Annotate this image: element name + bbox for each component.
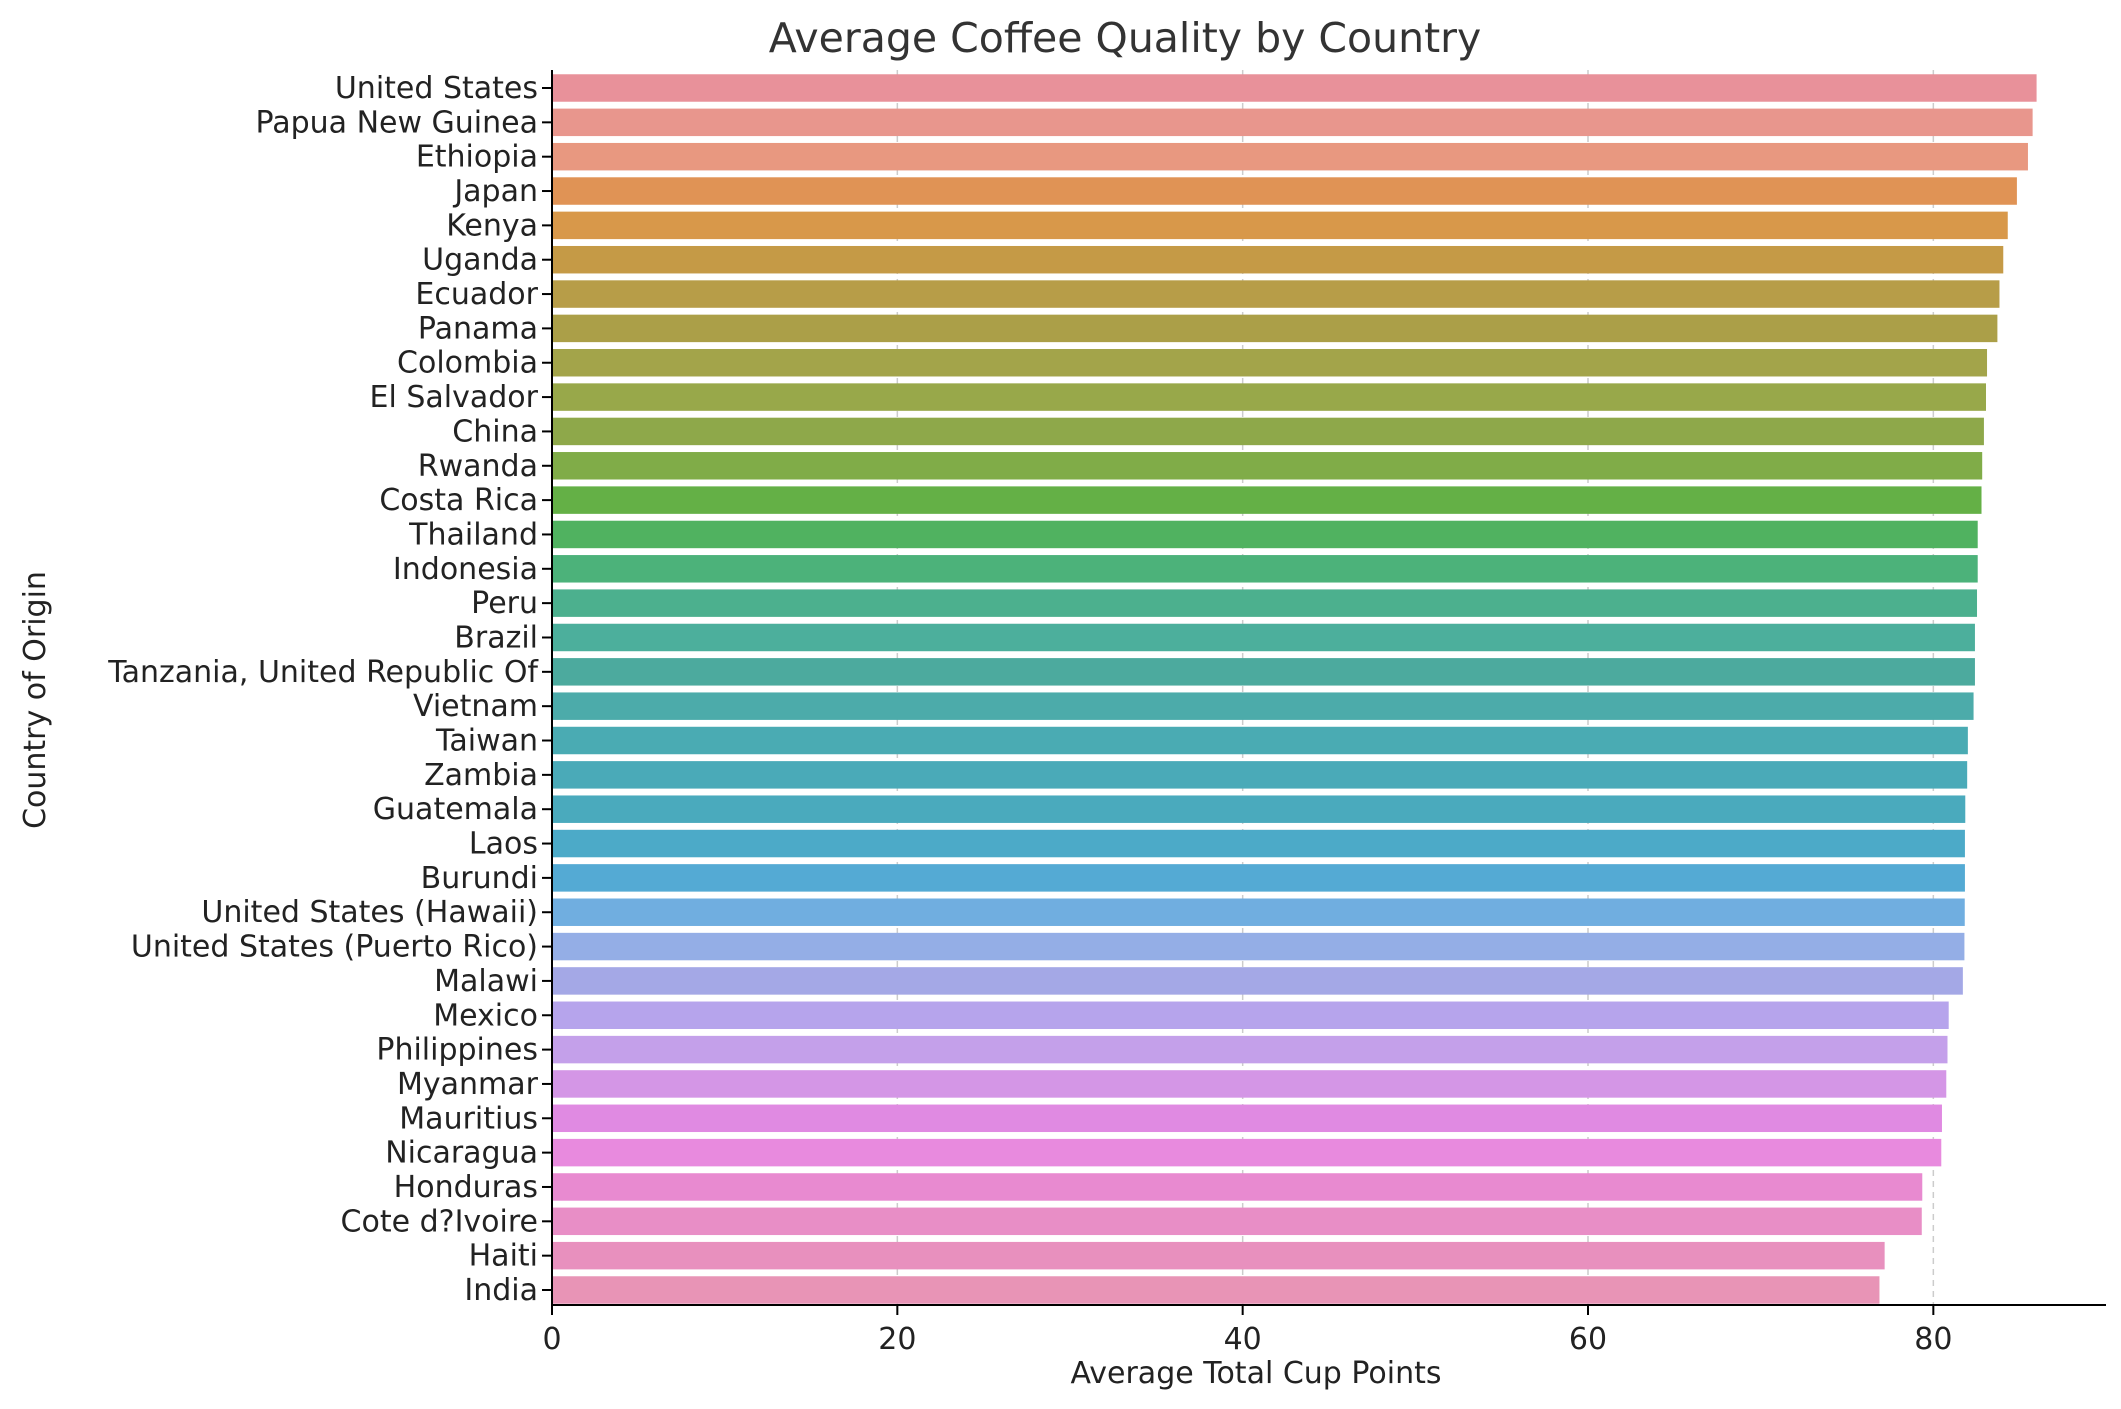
category-label-uganda: Uganda: [422, 243, 538, 278]
category-label-united-states-hawaii: United States (Hawaii): [201, 895, 538, 930]
bar-mexico: [552, 1001, 1949, 1029]
category-label-philippines: Philippines: [376, 1033, 538, 1068]
category-label-malawi: Malawi: [434, 964, 538, 999]
bar-kenya: [552, 211, 2008, 240]
category-label-china: China: [452, 414, 538, 449]
bar-honduras: [552, 1173, 1923, 1201]
bar-zambia: [552, 761, 1968, 789]
bar-ethiopia: [552, 142, 2028, 171]
x-axis-label: Average Total Cup Points: [1071, 1356, 1442, 1391]
x-tick-label-40: 40: [1224, 1322, 1262, 1357]
bar-colombia: [552, 349, 1988, 377]
category-label-brazil: Brazil: [454, 620, 538, 655]
y-axis-label: Country of Origin: [18, 571, 53, 829]
bar-indonesia: [552, 555, 1978, 583]
category-label-el-salvador: El Salvador: [370, 380, 539, 415]
category-label-haiti: Haiti: [469, 1239, 538, 1274]
category-label-cote-d-ivoire: Cote d?Ivoire: [341, 1204, 538, 1239]
category-label-thailand: Thailand: [408, 517, 538, 552]
bar-ecuador: [552, 280, 2000, 308]
bars-group: [552, 74, 2037, 1304]
x-axis-ticks: 0 20 40 60 80: [542, 1305, 1952, 1357]
category-label-indonesia: Indonesia: [393, 552, 538, 587]
x-tick-label-80: 80: [1914, 1322, 1952, 1357]
bar-haiti: [552, 1241, 1885, 1270]
category-label-tanzania-united-republic-of: Tanzania, United Republic Of: [107, 655, 539, 690]
category-label-united-states: United States: [335, 71, 538, 106]
bar-myanmar: [552, 1070, 1947, 1098]
x-tick-label-60: 60: [1569, 1322, 1607, 1357]
bar-guatemala: [552, 795, 1966, 823]
category-label-taiwan: Taiwan: [435, 724, 538, 759]
category-label-guatemala: Guatemala: [373, 792, 538, 827]
category-label-burundi: Burundi: [421, 861, 538, 896]
bar-japan: [552, 177, 2017, 205]
category-label-japan: Japan: [452, 174, 538, 209]
category-label-rwanda: Rwanda: [418, 449, 538, 484]
category-label-united-states-puerto-rico: United States (Puerto Rico): [131, 930, 538, 965]
bar-china: [552, 417, 1984, 446]
bar-malawi: [552, 967, 1963, 995]
category-label-panama: Panama: [418, 311, 538, 346]
bar-thailand: [552, 520, 1978, 549]
category-label-nicaragua: Nicaragua: [385, 1136, 538, 1171]
category-label-mexico: Mexico: [433, 998, 538, 1033]
bar-united-states-puerto-rico: [552, 932, 1965, 961]
category-label-ethiopia: Ethiopia: [416, 140, 538, 175]
category-label-honduras: Honduras: [394, 1170, 538, 1205]
bar-united-states-hawaii: [552, 898, 1965, 926]
bar-costa-rica: [552, 486, 1982, 514]
bar-philippines: [552, 1035, 1948, 1064]
bar-rwanda: [552, 452, 1983, 480]
category-label-vietnam: Vietnam: [413, 689, 538, 724]
category-label-kenya: Kenya: [446, 208, 538, 243]
bar-papua-new-guinea: [552, 108, 2033, 137]
bar-tanzania-united-republic-of: [552, 658, 1975, 686]
bar-panama: [552, 314, 1998, 343]
bar-mauritius: [552, 1104, 1942, 1133]
bar-burundi: [552, 864, 1965, 892]
bar-uganda: [552, 245, 2004, 274]
bar-vietnam: [552, 692, 1974, 720]
x-tick-label-0: 0: [542, 1322, 561, 1357]
category-label-mauritius: Mauritius: [399, 1101, 538, 1136]
bar-cote-d-ivoire: [552, 1207, 1922, 1236]
bar-laos: [552, 829, 1965, 858]
bar-india: [552, 1276, 1880, 1304]
bar-united-states: [552, 74, 2037, 102]
category-label-laos: Laos: [469, 827, 538, 862]
x-tick-label-20: 20: [878, 1322, 916, 1357]
bar-el-salvador: [552, 383, 1986, 411]
bar-peru: [552, 589, 1978, 617]
bar-nicaragua: [552, 1138, 1942, 1167]
chart-title: Average Coffee Quality by Country: [769, 14, 1482, 62]
category-label-peru: Peru: [471, 586, 538, 621]
category-label-costa-rica: Costa Rica: [379, 483, 538, 518]
bar-taiwan: [552, 726, 1968, 755]
category-label-ecuador: Ecuador: [415, 277, 538, 312]
category-label-zambia: Zambia: [424, 758, 538, 793]
category-label-papua-new-guinea: Papua New Guinea: [255, 105, 538, 140]
bar-brazil: [552, 623, 1975, 652]
category-label-india: India: [464, 1273, 538, 1308]
category-label-colombia: Colombia: [397, 346, 538, 381]
category-label-myanmar: Myanmar: [397, 1067, 539, 1102]
